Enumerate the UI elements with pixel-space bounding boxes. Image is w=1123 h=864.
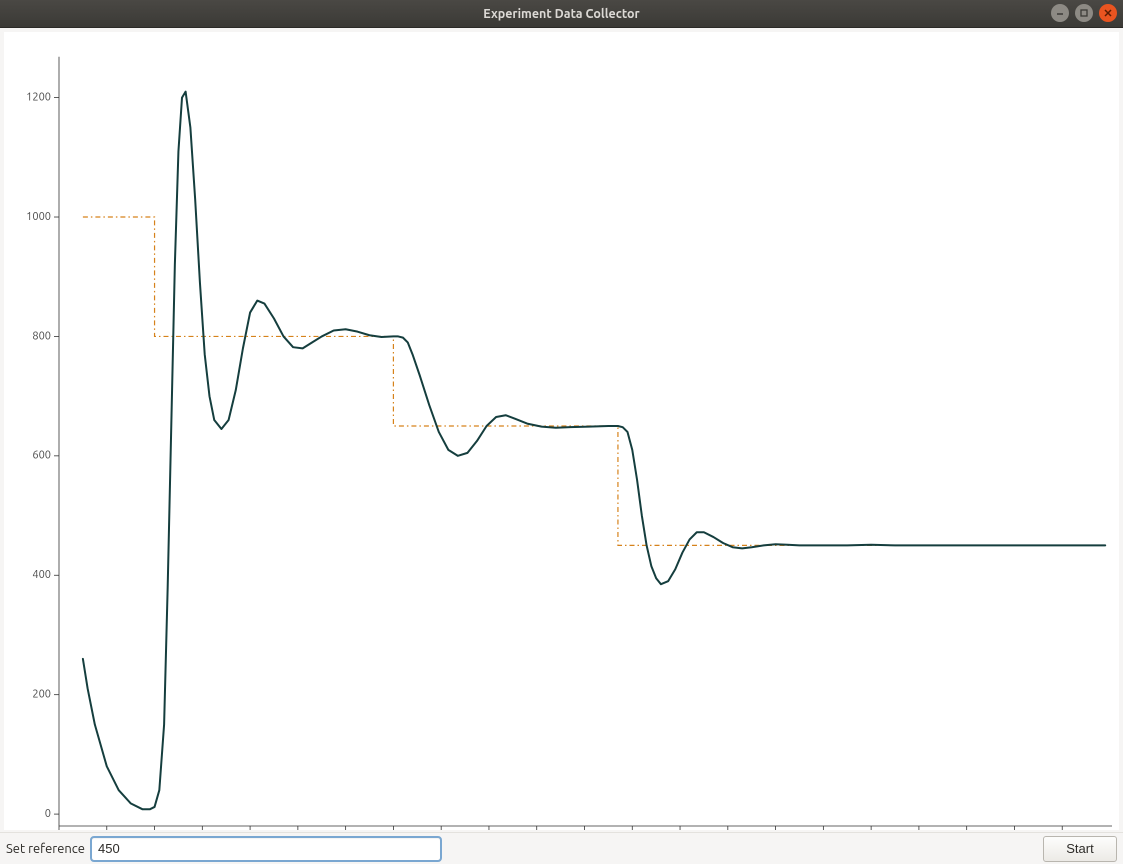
reference-label: Set reference [6, 842, 85, 856]
window-controls [1051, 4, 1117, 22]
control-bar: Set reference Start [0, 832, 1123, 864]
chart-area: 0200400600800100012002468101214161820222… [4, 32, 1119, 830]
window-titlebar: Experiment Data Collector [0, 0, 1123, 28]
svg-text:1000: 1000 [26, 211, 51, 223]
line-chart-svg: 0200400600800100012002468101214161820222… [4, 32, 1119, 830]
reference-line [83, 217, 1105, 545]
svg-text:200: 200 [32, 689, 51, 701]
svg-text:600: 600 [32, 450, 51, 462]
svg-text:0: 0 [45, 808, 51, 820]
start-button[interactable]: Start [1043, 836, 1117, 862]
reference-input[interactable] [91, 837, 441, 861]
close-button[interactable] [1099, 4, 1117, 22]
response-line [83, 92, 1105, 810]
maximize-button[interactable] [1075, 4, 1093, 22]
window-title: Experiment Data Collector [483, 7, 639, 21]
svg-text:400: 400 [32, 569, 51, 581]
svg-text:800: 800 [32, 330, 51, 342]
minimize-button[interactable] [1051, 4, 1069, 22]
svg-text:1200: 1200 [26, 91, 51, 103]
